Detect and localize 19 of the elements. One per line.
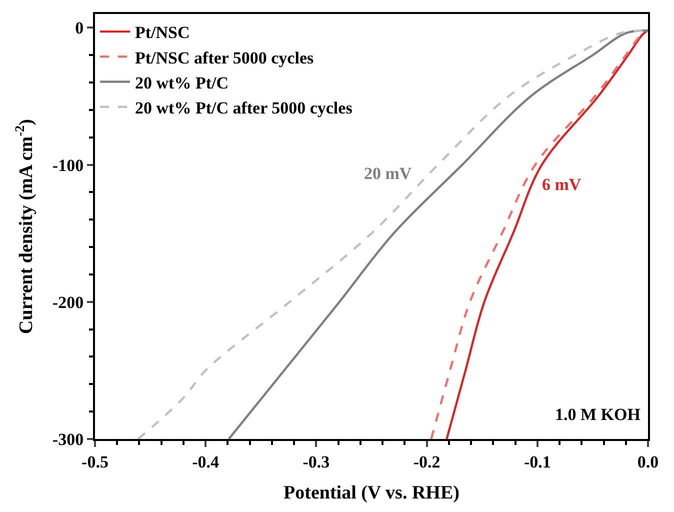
line-series xyxy=(228,29,648,439)
x-tick-label: -0.5 xyxy=(82,452,108,472)
x-tick-label: 0.0 xyxy=(637,452,659,472)
x-tick-label: -0.4 xyxy=(192,452,220,472)
legend-label: 20 wt% Pt/C xyxy=(135,73,228,92)
y-tick-label: -100 xyxy=(52,156,84,175)
legend-label: 20 wt% Pt/C after 5000 cycles xyxy=(135,98,353,118)
x-tick-label: -0.2 xyxy=(413,452,440,472)
y-tick-label: 0 xyxy=(75,18,84,38)
annotation: 6 mV xyxy=(542,175,582,194)
x-tick-label: -0.1 xyxy=(524,452,551,472)
x-tick-label: -0.3 xyxy=(302,452,330,472)
x-axis-title: Potential (V vs. RHE) xyxy=(284,482,460,504)
annotation: 20 mV xyxy=(364,164,412,183)
annotation: 1.0 M KOH xyxy=(555,405,640,424)
y-tick-label: -300 xyxy=(52,430,84,449)
legend-label: Pt/NSC xyxy=(135,23,190,42)
y-tick-label: -200 xyxy=(52,292,84,312)
legend-label: Pt/NSC after 5000 cycles xyxy=(135,48,314,68)
